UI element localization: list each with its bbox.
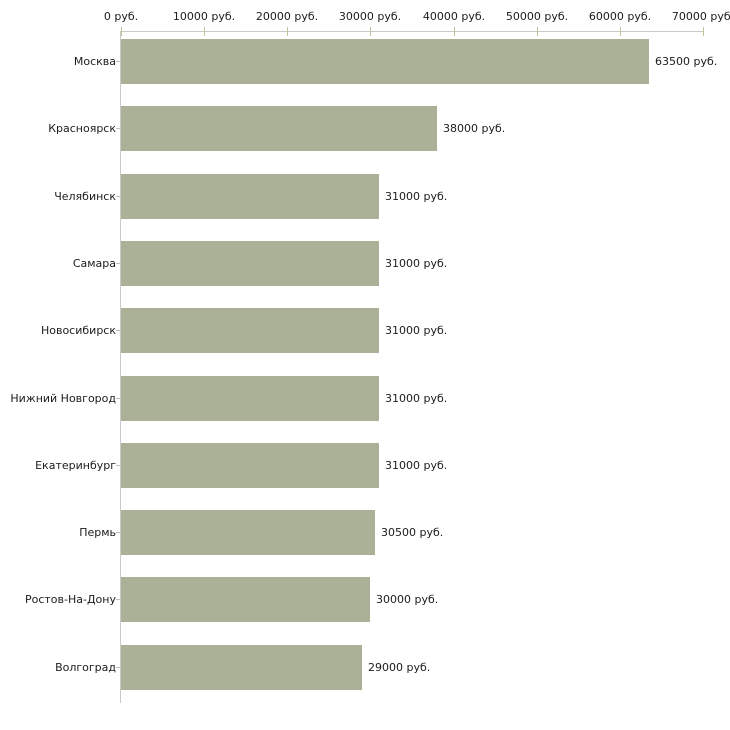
y-tick (116, 61, 120, 62)
chart-row: Москва 63500 руб. (0, 39, 730, 84)
bar-value-label: 29000 руб. (368, 661, 431, 674)
chart-row: Челябинск 31000 руб. (0, 174, 730, 219)
category-label: Челябинск (54, 190, 116, 203)
y-tick (116, 667, 120, 668)
y-tick (116, 196, 120, 197)
x-tick-label: 40000 руб. (422, 10, 486, 23)
category-label: Москва (73, 55, 116, 68)
bar (121, 106, 437, 151)
y-tick (116, 465, 120, 466)
y-tick (116, 330, 120, 331)
chart-row: Новосибирск 31000 руб. (0, 308, 730, 353)
x-tick-label: 70000 руб. (671, 10, 730, 23)
x-tick-label: 20000 руб. (255, 10, 319, 23)
category-label: Нижний Новгород (10, 392, 116, 405)
bar-value-label: 31000 руб. (385, 324, 448, 337)
x-tick (537, 27, 538, 36)
y-tick (116, 398, 120, 399)
x-tick (287, 27, 288, 36)
x-tick-label: 50000 руб. (505, 10, 569, 23)
y-tick (116, 599, 120, 600)
x-tick-label: 30000 руб. (338, 10, 402, 23)
bar-value-label: 30000 руб. (376, 593, 439, 606)
chart-row: Самара 31000 руб. (0, 241, 730, 286)
x-tick (370, 27, 371, 36)
bar-value-label: 31000 руб. (385, 257, 448, 270)
x-tick (703, 27, 704, 36)
y-tick (116, 263, 120, 264)
x-tick-label: 0 руб. (103, 10, 139, 23)
bar (121, 241, 379, 286)
category-label: Ростов-На-Дону (24, 593, 116, 606)
category-label: Пермь (79, 526, 116, 539)
bar-value-label: 31000 руб. (385, 392, 448, 405)
chart-row: Екатеринбург 31000 руб. (0, 443, 730, 488)
category-label: Новосибирск (40, 324, 116, 337)
bar (121, 645, 362, 690)
bar-value-label: 31000 руб. (385, 190, 448, 203)
category-label: Волгоград (55, 661, 116, 674)
bar-value-label: 30500 руб. (381, 526, 444, 539)
bar-value-label: 31000 руб. (385, 459, 448, 472)
x-tick-label: 60000 руб. (588, 10, 652, 23)
chart-row: Ростов-На-Дону 30000 руб. (0, 577, 730, 622)
y-tick (116, 128, 120, 129)
bar (121, 443, 379, 488)
x-axis-line (121, 31, 704, 32)
bar (121, 39, 649, 84)
bar (121, 376, 379, 421)
x-tick (121, 27, 122, 36)
chart-row: Красноярск 38000 руб. (0, 106, 730, 151)
bar (121, 308, 379, 353)
category-label: Красноярск (48, 122, 116, 135)
category-label: Самара (72, 257, 116, 270)
chart-row: Пермь 30500 руб. (0, 510, 730, 555)
chart-row: Нижний Новгород 31000 руб. (0, 376, 730, 421)
x-tick-label: 10000 руб. (172, 10, 236, 23)
x-tick (454, 27, 455, 36)
chart-row: Волгоград 29000 руб. (0, 645, 730, 690)
x-tick (620, 27, 621, 36)
bar-value-label: 63500 руб. (655, 55, 718, 68)
bar-value-label: 38000 руб. (443, 122, 506, 135)
bar (121, 577, 370, 622)
y-tick (116, 532, 120, 533)
x-tick (204, 27, 205, 36)
category-label: Екатеринбург (35, 459, 116, 472)
bar (121, 510, 375, 555)
bar (121, 174, 379, 219)
y-axis-line (120, 31, 121, 703)
